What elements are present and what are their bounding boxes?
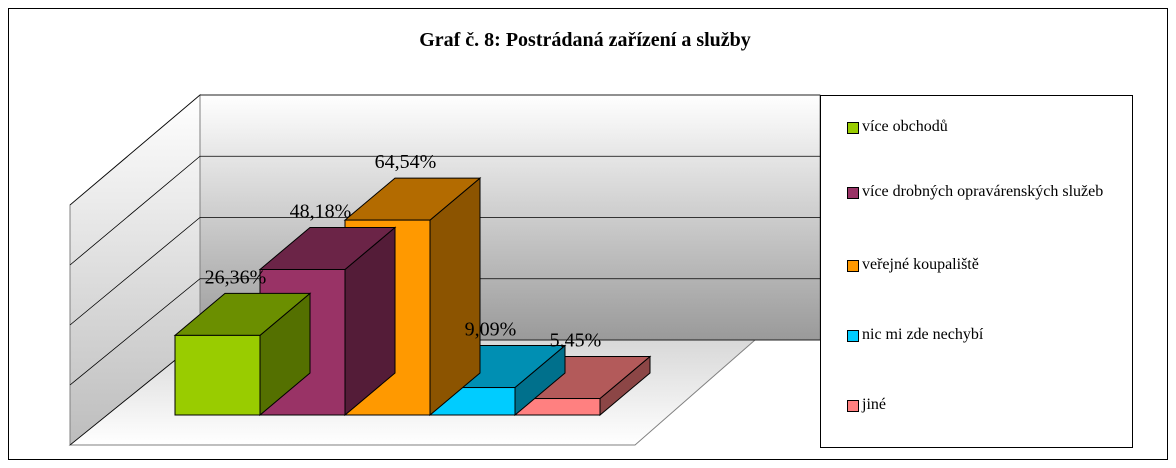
- chart-title: Graf č. 8: Postrádaná zařízení a služby: [419, 29, 751, 51]
- legend-item: nic mi zde nechybí: [847, 324, 1127, 346]
- legend-swatch: [847, 330, 859, 342]
- legend-item: více obchodů: [847, 116, 1127, 138]
- legend-label: veřejné koupaliště: [862, 256, 979, 273]
- legend-label: jiné: [862, 396, 886, 413]
- legend-swatch: [847, 122, 859, 134]
- grid-line: [69, 94, 820, 206]
- value-label: 64,54%: [375, 151, 437, 173]
- legend: více obchodů více drobných opravárenských…: [820, 95, 1133, 448]
- legend-item: více drobných opravárenských služeb: [847, 181, 1127, 203]
- legend-item: veřejné koupaliště: [847, 254, 1127, 276]
- legend-label: více obchodů: [862, 118, 948, 135]
- legend-label: nic mi zde nechybí: [862, 326, 984, 343]
- legend-swatch: [847, 400, 859, 412]
- value-label: 5,45%: [550, 330, 602, 352]
- legend-label: více drobných opravárenských služeb: [862, 183, 1104, 200]
- value-label: 26,36%: [205, 266, 267, 288]
- grid-line: [69, 217, 820, 326]
- legend-swatch: [847, 187, 859, 199]
- plot: 26,36% 48,18% 64,54% 9,09% 5,45%: [68, 93, 821, 447]
- legend-item: jiné: [847, 394, 1127, 416]
- legend-swatch: [847, 260, 859, 272]
- value-label: 48,18%: [290, 200, 352, 222]
- bar: [174, 334, 261, 416]
- grid-line: [69, 278, 820, 386]
- grid-line: [69, 155, 820, 266]
- value-label: 9,09%: [465, 319, 517, 341]
